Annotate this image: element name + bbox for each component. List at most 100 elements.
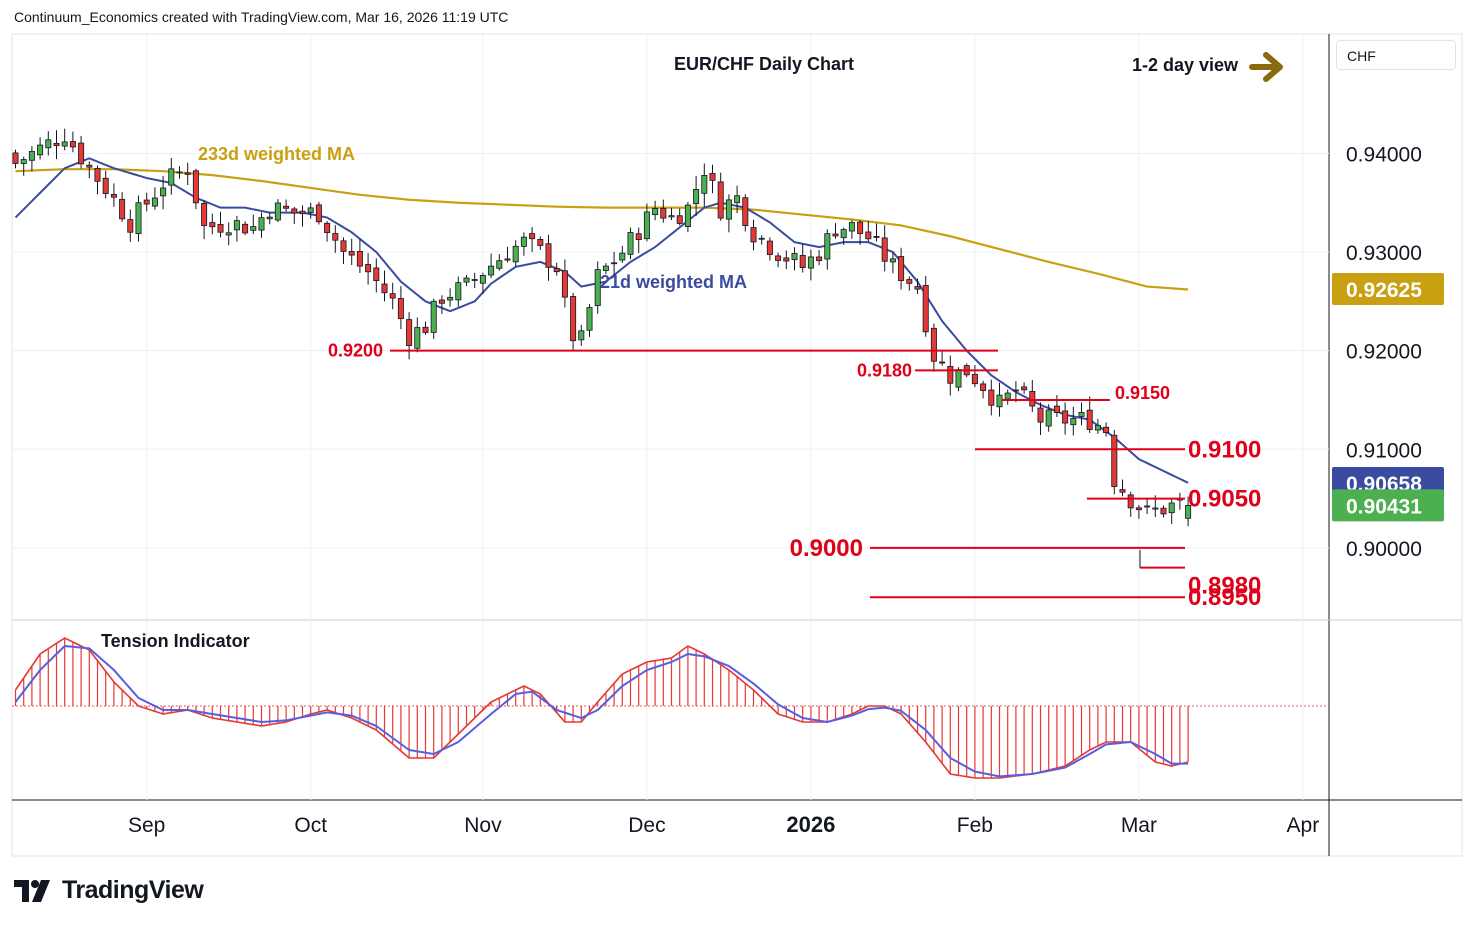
candle-118 xyxy=(980,380,987,399)
candle-141 xyxy=(1168,498,1175,525)
candle-body xyxy=(1111,434,1118,487)
candle-body xyxy=(406,319,413,346)
candle-77 xyxy=(643,203,650,242)
candle-body xyxy=(807,256,814,269)
candle-22 xyxy=(192,168,199,210)
candle-body xyxy=(725,199,732,220)
candle-8 xyxy=(78,135,85,169)
main-pane-frame xyxy=(11,33,1463,857)
candle-132 xyxy=(1094,418,1101,434)
candle-106 xyxy=(881,225,888,272)
candle-133 xyxy=(1103,422,1110,437)
candle-body xyxy=(1094,424,1101,431)
candle-109 xyxy=(906,276,913,291)
level-0-9150: 0.9150 xyxy=(1002,383,1170,403)
candle-body xyxy=(217,223,224,233)
candle-body xyxy=(184,172,191,175)
candle-body xyxy=(504,258,511,261)
candle-120 xyxy=(996,382,1003,417)
candle-body xyxy=(1029,391,1036,407)
ma21-path xyxy=(14,157,1189,484)
candle-body xyxy=(832,233,839,237)
candle-47 xyxy=(397,286,404,330)
candle-45 xyxy=(381,270,388,302)
candle-42 xyxy=(356,238,363,273)
candle-body xyxy=(242,223,249,234)
candle-14 xyxy=(127,209,134,242)
candle-body xyxy=(561,270,568,298)
candle-body xyxy=(20,159,27,164)
candle-64 xyxy=(537,236,544,250)
candle-99 xyxy=(824,229,831,270)
candle-34 xyxy=(291,206,298,224)
candle-body xyxy=(1127,494,1134,509)
candle-31 xyxy=(266,212,273,225)
candle-35 xyxy=(299,205,306,227)
candle-6 xyxy=(61,128,68,151)
candle-body xyxy=(1053,405,1060,413)
level-0-8950: 0.8950 xyxy=(870,584,1261,611)
candle-body xyxy=(78,142,85,165)
candle-body xyxy=(176,171,183,174)
candle-21 xyxy=(184,162,191,186)
candle-body xyxy=(594,269,601,306)
candle-body xyxy=(627,232,634,255)
candle-body xyxy=(799,254,806,268)
candle-body xyxy=(848,222,855,232)
candle-body xyxy=(955,369,962,388)
level-0-9000: 0.9000 xyxy=(790,535,1185,562)
level-label: 0.9100 xyxy=(1188,436,1261,463)
x-tick-label-3: Dec xyxy=(628,814,665,837)
candle-body xyxy=(881,237,888,262)
candle-76 xyxy=(635,227,642,254)
candle-39 xyxy=(332,225,339,253)
candle-73 xyxy=(611,251,618,276)
candle-124 xyxy=(1029,380,1036,413)
candle-body xyxy=(1045,409,1052,427)
candle-body xyxy=(110,193,117,198)
candle-body xyxy=(529,233,536,240)
candle-body xyxy=(783,257,790,262)
candle-body xyxy=(438,299,445,304)
candle-43 xyxy=(365,253,372,285)
candle-0 xyxy=(12,149,19,169)
candle-body xyxy=(496,260,503,269)
candle-body xyxy=(94,167,101,182)
candle-137 xyxy=(1135,504,1142,519)
candle-body xyxy=(873,236,880,238)
candle-102 xyxy=(848,220,855,239)
candle-body xyxy=(889,258,896,263)
y-tick-label-0: 0.94000 xyxy=(1346,143,1422,166)
candle-body xyxy=(283,205,290,209)
candle-41 xyxy=(348,238,355,266)
y-tick-label-1: 0.93000 xyxy=(1346,242,1422,265)
candle-105 xyxy=(873,223,880,242)
candle-65 xyxy=(545,234,552,281)
candle-body xyxy=(766,240,773,255)
candle-body xyxy=(414,327,421,349)
tradingview-wordmark: TradingView xyxy=(62,876,204,904)
candle-93 xyxy=(775,252,782,268)
candle-13 xyxy=(119,192,126,222)
candle-89 xyxy=(742,194,749,232)
candle-body xyxy=(373,267,380,282)
x-tick-label-2: Nov xyxy=(464,814,502,837)
candle-body xyxy=(192,170,199,204)
candle-121 xyxy=(1004,389,1011,405)
candle-54 xyxy=(455,276,462,307)
candle-114 xyxy=(947,355,954,396)
candle-94 xyxy=(783,250,790,270)
candle-98 xyxy=(816,250,823,266)
candle-body xyxy=(315,204,322,223)
candle-body xyxy=(61,141,68,147)
candle-body xyxy=(143,199,150,205)
candle-body xyxy=(381,283,388,294)
candle-110 xyxy=(914,278,921,294)
candle-68 xyxy=(570,292,577,352)
candle-body xyxy=(758,237,765,240)
candle-125 xyxy=(1037,402,1044,436)
candle-122 xyxy=(1012,381,1019,403)
currency-selector[interactable]: CHF xyxy=(1336,40,1456,70)
level-label: 0.8950 xyxy=(1188,584,1261,611)
ma21-label: 21d weighted MA xyxy=(600,272,747,292)
